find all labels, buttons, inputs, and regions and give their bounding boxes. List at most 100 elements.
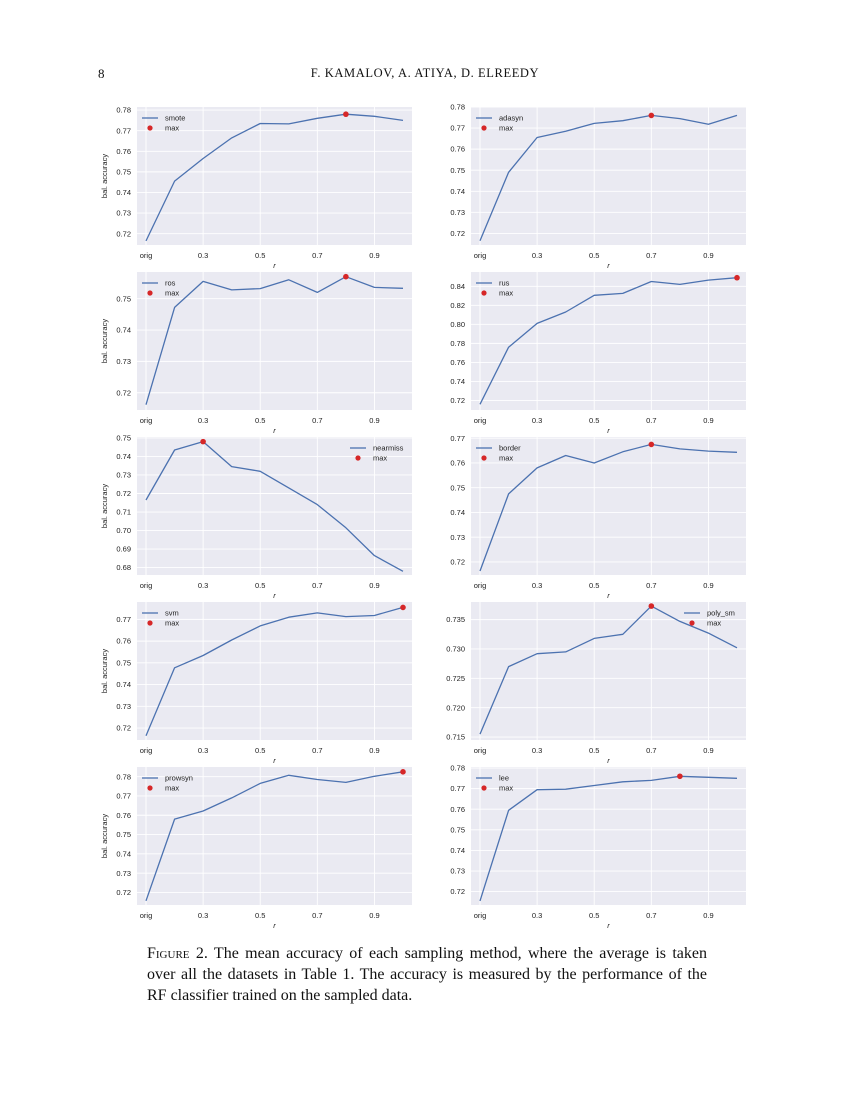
x-tick-label: orig <box>140 251 153 260</box>
chart-panel-border: 0.72 0.73 0.74 0.75 0.76 0.77 orig 0.3 0.5 0.7 0.9… <box>450 434 746 600</box>
chart-panel-adasyn: 0.72 0.73 0.74 0.75 0.76 0.77 0.78 orig 0.3 0.5 0.… <box>450 103 746 270</box>
legend-marker-swatch <box>147 290 153 296</box>
y-tick-label: 0.75 <box>450 483 465 492</box>
chart-plot-area <box>471 107 746 245</box>
chart-panel-rus: 0.72 0.74 0.76 0.78 0.80 0.82 0.84 orig 0.3 0.5 0.… <box>450 272 746 435</box>
y-tick-label: 0.75 <box>116 658 131 667</box>
legend-marker-swatch <box>355 455 361 461</box>
y-tick-label: 0.78 <box>450 764 465 773</box>
y-axis-label: bal. accuracy <box>100 319 109 363</box>
x-tick-label: 0.9 <box>369 251 379 260</box>
chart-panel-prowsyn: 0.72 0.73 0.74 0.75 0.76 0.77 0.78 orig 0.3 0.5 0.… <box>100 767 412 930</box>
x-tick-label: 0.7 <box>312 911 322 920</box>
x-tick-label: 0.3 <box>198 416 208 425</box>
y-tick-label: 0.720 <box>446 703 465 712</box>
x-tick-label: 0.5 <box>255 251 265 260</box>
legend-marker-swatch <box>689 620 695 626</box>
x-tick-label: 0.3 <box>532 911 542 920</box>
x-tick-label: 0.9 <box>703 746 713 755</box>
legend-label-max: max <box>165 124 179 133</box>
y-tick-label: 0.725 <box>446 674 465 683</box>
x-axis-label: r <box>607 261 610 270</box>
legend-marker-swatch <box>147 620 153 626</box>
legend-label-max: max <box>707 619 721 628</box>
y-tick-label: 0.73 <box>116 357 131 366</box>
x-tick-label: 0.7 <box>646 416 656 425</box>
y-tick-label: 0.77 <box>450 434 465 443</box>
x-tick-label: orig <box>474 251 487 260</box>
y-tick-label: 0.77 <box>450 124 465 133</box>
series-line-ros <box>145 276 404 405</box>
x-axis-label: r <box>273 426 276 435</box>
x-tick-label: orig <box>140 581 153 590</box>
x-tick-label: 0.9 <box>703 416 713 425</box>
chart-plot-area <box>137 437 412 575</box>
x-tick-label: 0.7 <box>312 416 322 425</box>
y-tick-label: 0.72 <box>450 887 465 896</box>
max-point-marker <box>400 604 406 611</box>
y-tick-label: 0.80 <box>450 320 465 329</box>
legend-marker-swatch <box>481 785 487 791</box>
x-tick-label: orig <box>140 746 153 755</box>
y-tick-label: 0.77 <box>116 126 131 135</box>
legend-label-series: prowsyn <box>165 774 193 783</box>
x-tick-label: 0.5 <box>255 581 265 590</box>
y-tick-label: 0.73 <box>450 533 465 542</box>
chart-plot-area <box>471 437 746 575</box>
x-tick-label: 0.5 <box>589 416 599 425</box>
x-axis-label: r <box>273 756 276 765</box>
y-tick-label: 0.75 <box>116 434 131 443</box>
running-head: F. KAMALOV, A. ATIYA, D. ELREEDY <box>310 66 540 80</box>
chart-panel-svm: 0.72 0.73 0.74 0.75 0.76 0.77 orig 0.3 0.5 0.7 0.9… <box>100 602 412 765</box>
y-tick-label: 0.73 <box>450 208 465 217</box>
y-tick-label: 0.72 <box>450 396 465 405</box>
y-tick-label: 0.78 <box>450 103 465 112</box>
max-point-marker <box>648 112 655 119</box>
legend-label-max: max <box>499 289 513 298</box>
x-tick-label: 0.7 <box>312 581 322 590</box>
legend-label-max: max <box>373 454 387 463</box>
x-axis-label: r <box>607 921 610 930</box>
x-axis-label: r <box>273 921 276 930</box>
y-tick-label: 0.69 <box>116 545 131 554</box>
figure-caption: Figure 2. The mean accuracy of each samp… <box>147 943 707 1006</box>
series-line-svm <box>145 606 404 736</box>
figure-caption-text: The mean accuracy of each sampling metho… <box>147 945 707 1004</box>
x-tick-label: 0.3 <box>532 416 542 425</box>
legend-label-series: rus <box>499 279 510 288</box>
y-tick-label: 0.75 <box>450 825 465 834</box>
chart-plot-area <box>137 272 412 410</box>
x-tick-label: 0.3 <box>532 251 542 260</box>
y-tick-label: 0.73 <box>450 867 465 876</box>
x-tick-label: 0.3 <box>198 251 208 260</box>
y-tick-label: 0.74 <box>116 849 131 858</box>
x-tick-label: 0.5 <box>589 581 599 590</box>
x-tick-label: 0.9 <box>703 911 713 920</box>
y-tick-label: 0.75 <box>116 167 131 176</box>
x-tick-label: 0.3 <box>532 746 542 755</box>
y-tick-label: 0.75 <box>450 166 465 175</box>
x-tick-label: 0.9 <box>369 746 379 755</box>
chart-panel-poly_sm: 0.715 0.720 0.725 0.730 0.735 orig 0.3 0.5 0.7 0.… <box>446 602 746 765</box>
legend-marker-swatch <box>147 785 153 791</box>
y-tick-label: 0.74 <box>450 846 465 855</box>
y-tick-label: 0.72 <box>450 557 465 566</box>
max-point-marker <box>648 441 655 448</box>
x-tick-label: orig <box>474 911 487 920</box>
legend-label-max: max <box>499 124 513 133</box>
y-axis-label: bal. accuracy <box>100 484 109 528</box>
y-tick-label: 0.76 <box>450 358 465 367</box>
y-tick-label: 0.72 <box>116 724 131 733</box>
legend-marker-swatch <box>147 125 153 131</box>
y-tick-label: 0.73 <box>116 869 131 878</box>
x-axis-label: r <box>607 756 610 765</box>
chart-plot-area <box>137 602 412 740</box>
x-tick-label: 0.7 <box>646 746 656 755</box>
